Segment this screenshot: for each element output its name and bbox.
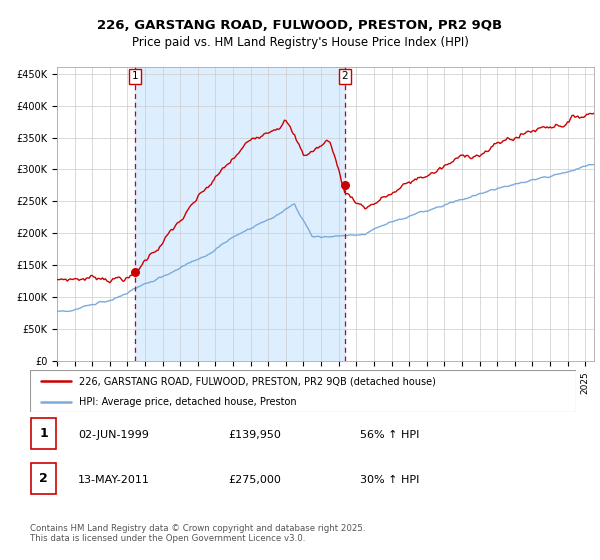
Text: £139,950: £139,950	[228, 430, 281, 440]
Text: HPI: Average price, detached house, Preston: HPI: Average price, detached house, Pres…	[79, 398, 297, 407]
Text: 226, GARSTANG ROAD, FULWOOD, PRESTON, PR2 9QB: 226, GARSTANG ROAD, FULWOOD, PRESTON, PR…	[97, 18, 503, 32]
Text: 13-MAY-2011: 13-MAY-2011	[78, 475, 150, 485]
Text: 226, GARSTANG ROAD, FULWOOD, PRESTON, PR2 9QB (detached house): 226, GARSTANG ROAD, FULWOOD, PRESTON, PR…	[79, 376, 436, 386]
Text: Contains HM Land Registry data © Crown copyright and database right 2025.
This d: Contains HM Land Registry data © Crown c…	[30, 524, 365, 543]
Text: 2: 2	[39, 472, 48, 485]
Bar	[135, 67, 345, 361]
Text: 1: 1	[131, 71, 138, 81]
Text: 02-JUN-1999: 02-JUN-1999	[78, 430, 149, 440]
Text: 2: 2	[342, 71, 349, 81]
Text: 56% ↑ HPI: 56% ↑ HPI	[360, 430, 419, 440]
Text: 30% ↑ HPI: 30% ↑ HPI	[360, 475, 419, 485]
Text: Price paid vs. HM Land Registry's House Price Index (HPI): Price paid vs. HM Land Registry's House …	[131, 36, 469, 49]
Text: 1: 1	[39, 427, 48, 440]
Text: £275,000: £275,000	[228, 475, 281, 485]
